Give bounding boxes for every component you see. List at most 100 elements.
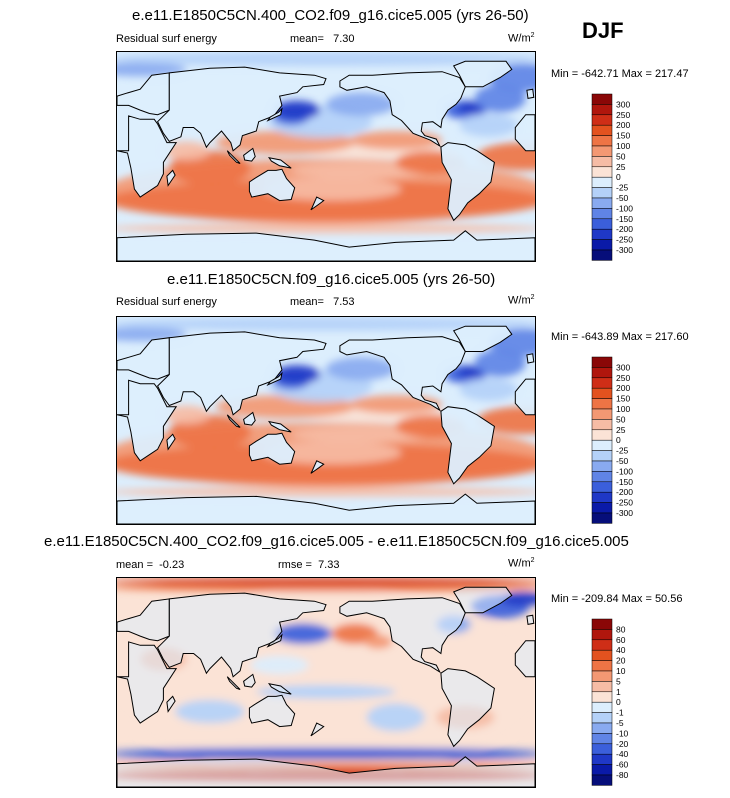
continent-outline [243, 411, 256, 426]
panel-3-mean-label: mean = [116, 559, 153, 571]
colorbar-swatch [591, 639, 613, 651]
field-region [117, 754, 535, 760]
continent-outline [310, 722, 325, 737]
panel-1-units: W/m2 [508, 32, 535, 45]
continent-outline [166, 695, 176, 713]
colorbar-swatch [591, 743, 613, 755]
field-region [250, 655, 309, 675]
colorbar-swatch [591, 367, 613, 379]
colorbar-tick-label: -80 [616, 770, 629, 780]
panel-3-rmse-value: 7.33 [318, 559, 340, 571]
colorbar-swatch [591, 135, 613, 147]
panel-1-variable: Residual surf energy [116, 33, 217, 45]
continent-outline [117, 493, 535, 524]
field-region [291, 426, 431, 443]
field-region [326, 92, 396, 116]
colorbar-swatch [591, 377, 613, 389]
colorbar-tick-label: -1 [616, 708, 624, 718]
panel-1-mean-label: mean= [290, 33, 324, 45]
colorbar-swatch [591, 197, 613, 209]
continent-outline [117, 72, 170, 116]
map-field [117, 317, 535, 497]
panel-2-minmax: Min = -643.89 Max = 217.60 [551, 331, 689, 343]
continent-outline [452, 60, 513, 88]
continent-outline [268, 682, 292, 695]
field-region [366, 703, 425, 732]
continent-outline [339, 336, 466, 412]
colorbar-swatch [591, 629, 613, 641]
colorbar-swatch [591, 114, 613, 126]
field-region [326, 357, 396, 381]
continent-outline [117, 756, 535, 787]
colorbar-swatch [591, 753, 613, 765]
season-label: DJF [582, 18, 624, 43]
colorbar-tick-label: 10 [616, 666, 626, 676]
field-region [117, 179, 535, 222]
colorbar-svg: 30025020015010050250-25-50-100-150-200-2… [591, 93, 633, 261]
colorbar-swatch [591, 733, 613, 745]
continent-outline [156, 592, 327, 678]
colorbar-tick-label: 40 [616, 645, 626, 655]
continent-outline [117, 379, 178, 462]
colorbar-swatch [591, 660, 613, 672]
colorbar-tick-label: -25 [616, 183, 629, 193]
field-region [117, 52, 535, 66]
continent-outline [310, 460, 325, 474]
panel-2-colorbar: 300 250 200 150 100 50 25 0 -25 -50 -100 -150 -200 -2… [591, 356, 652, 525]
continent-outline [266, 107, 283, 122]
continent-outline [266, 633, 283, 648]
field-region [163, 405, 210, 424]
continent-outline [440, 668, 495, 748]
panel-2-mean-label: mean= [290, 296, 324, 308]
continent-outline [248, 432, 296, 465]
panel-1-mean: mean= 7.30 [290, 33, 355, 45]
colorbar-tick-label: -40 [616, 749, 629, 759]
colorbar-tick-label: 0 [616, 172, 621, 182]
colorbar-tick-label: 80 [616, 624, 626, 634]
field-region [349, 395, 443, 414]
colorbar-tick-label: -100 [616, 203, 633, 213]
continent-outline [339, 597, 466, 674]
colorbar-tick-label: -50 [616, 456, 629, 466]
continent-outline [268, 420, 292, 433]
colorbar-tick-label: 25 [616, 162, 626, 172]
continent-outline [156, 331, 327, 416]
colorbar-tick-label: 300 [616, 362, 630, 372]
field-region [364, 634, 393, 649]
panel-3-mean: mean = -0.23 [116, 559, 184, 571]
continent-outline [440, 142, 495, 222]
colorbar-tick-label: -100 [616, 466, 633, 476]
field-region [291, 162, 431, 179]
continent-outline [268, 156, 292, 169]
continent-outline [226, 150, 241, 164]
continent-outline [339, 71, 466, 148]
colorbar-tick-label: 50 [616, 414, 626, 424]
colorbar-svg: 30025020015010050250-25-50-100-150-200-2… [591, 356, 633, 524]
field-region [273, 623, 332, 645]
panel-3-map [116, 577, 536, 788]
continent-outline [514, 378, 535, 416]
colorbar-swatch [591, 691, 613, 703]
panel-2-map [116, 316, 536, 525]
field-region [474, 84, 526, 113]
colorbar-tick-label: -25 [616, 446, 629, 456]
continent-outline [452, 325, 513, 352]
panel-3-rmse-label: rmse = [278, 559, 312, 571]
panel-2-mean-value: 7.53 [333, 296, 355, 308]
colorbar-swatch [591, 356, 613, 368]
panel-2-variable: Residual surf energy [116, 296, 217, 308]
colorbar-swatch [591, 502, 613, 514]
field-region [163, 141, 210, 160]
panel-1-colorbar: 300 250 200 150 100 50 25 0 -25 -50 -100 -150 -200 -2… [591, 93, 652, 262]
continent-outline [117, 115, 178, 198]
panel-1-title: e.e11.E1850C5CN.400_CO2.f09_g16.cice5.00… [132, 7, 529, 24]
colorbar-tick-label: -150 [616, 214, 633, 224]
colorbar-swatch [591, 124, 613, 136]
map-svg [117, 578, 535, 787]
colorbar-tick-label: -50 [616, 193, 629, 203]
panel-2-mean: mean= 7.53 [290, 296, 355, 308]
colorbar-swatch [591, 166, 613, 178]
colorbar-swatch [591, 512, 613, 524]
continent-outline [514, 114, 535, 152]
colorbar-swatch [591, 408, 613, 420]
